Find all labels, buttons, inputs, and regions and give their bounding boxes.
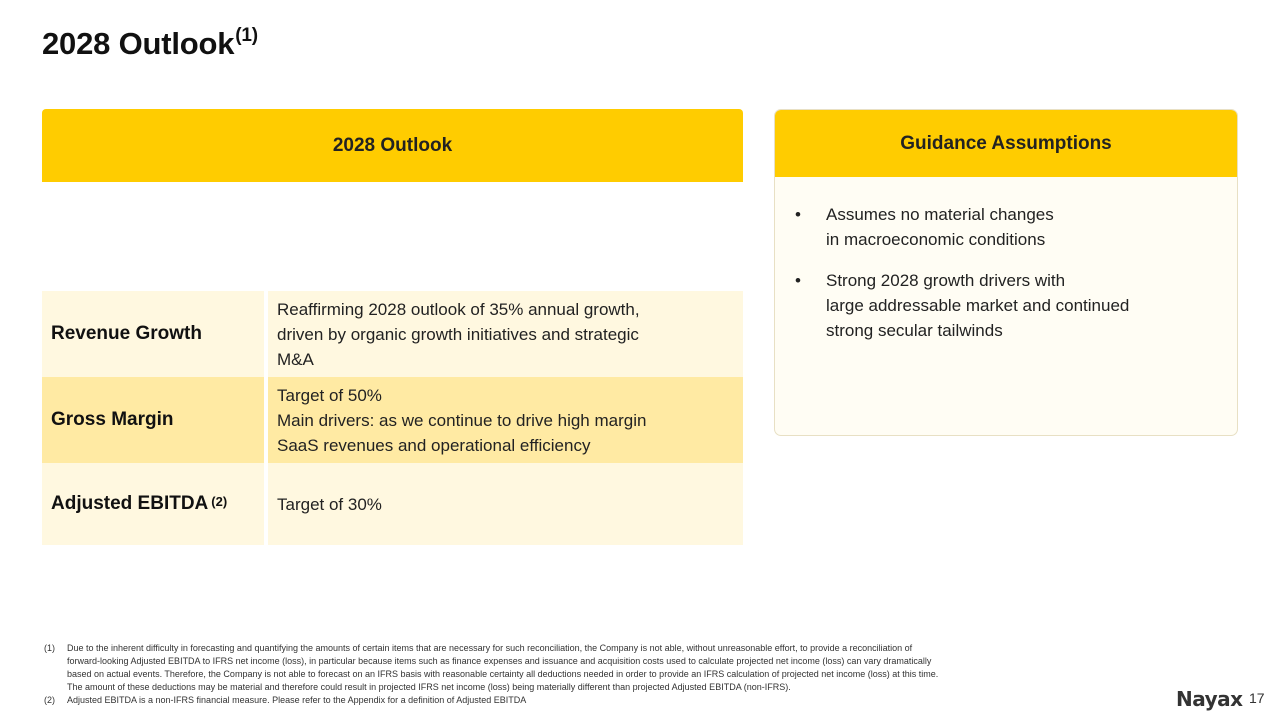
row-label: Gross Margin xyxy=(42,377,264,463)
row-value-line: M&A xyxy=(277,349,314,369)
footnote-2: (2) Adjusted EBITDA is a non-IFRS financ… xyxy=(44,694,1154,707)
guidance-list: • Assumes no material changes in macroec… xyxy=(775,177,1237,343)
page-number: 17 xyxy=(1249,690,1265,706)
footnote-1: (1) Due to the inherent difficulty in fo… xyxy=(44,642,1154,694)
nayax-logo: Nayax xyxy=(1176,687,1243,711)
footnote-line: Adjusted EBITDA is a non-IFRS financial … xyxy=(67,695,527,705)
table-row-gross-margin: Gross Margin Target of 50% Main drivers:… xyxy=(42,377,743,463)
guidance-panel-header: Guidance Assumptions xyxy=(775,110,1237,177)
list-item: • Strong 2028 growth drivers with large … xyxy=(788,268,1217,343)
guidance-panel: Guidance Assumptions • Assumes no materi… xyxy=(774,109,1238,436)
footnote-number: (2) xyxy=(44,695,55,705)
title-footnote-ref: (1) xyxy=(235,24,258,46)
list-item: • Assumes no material changes in macroec… xyxy=(788,202,1217,252)
row-value-line: Reaffirming 2028 outlook of 35% annual g… xyxy=(277,299,640,319)
bullet-icon: • xyxy=(795,271,801,290)
row-value-line: Main drivers: as we continue to drive hi… xyxy=(277,410,647,430)
outlook-table-header: 2028 Outlook xyxy=(42,109,743,182)
bullet-icon: • xyxy=(795,205,801,224)
label-footnote-ref: (2) xyxy=(211,493,228,509)
row-value-line: Target of 30% xyxy=(277,494,382,514)
table-row-adjusted-ebitda: Adjusted EBITDA (2) Target of 30% xyxy=(42,463,743,545)
outlook-table: 2028 Outlook Revenue Growth Reaffirming … xyxy=(42,109,743,545)
row-value-line: SaaS revenues and operational efficiency xyxy=(277,435,591,455)
row-value-line: driven by organic growth initiatives and… xyxy=(277,324,639,344)
row-value: Target of 50% Main drivers: as we contin… xyxy=(268,377,743,463)
row-value: Reaffirming 2028 outlook of 35% annual g… xyxy=(268,291,743,377)
footnote-line: The amount of these deductions may be ma… xyxy=(67,682,791,692)
table-row-revenue-growth: Revenue Growth Reaffirming 2028 outlook … xyxy=(42,291,743,377)
row-value-line: Target of 50% xyxy=(277,385,382,405)
row-label: Adjusted EBITDA (2) xyxy=(42,463,264,545)
footnote-line: based on actual events. Therefore, the C… xyxy=(67,669,939,679)
footnote-number: (1) xyxy=(44,643,55,653)
footnotes: (1) Due to the inherent difficulty in fo… xyxy=(44,642,1154,707)
row-value: Target of 30% xyxy=(268,463,743,545)
footnote-line: forward-looking Adjusted EBITDA to IFRS … xyxy=(67,656,932,666)
footnote-line: Due to the inherent difficulty in foreca… xyxy=(67,643,913,653)
row-label: Revenue Growth xyxy=(42,291,264,377)
page-title: 2028 Outlook(1) xyxy=(42,24,258,61)
